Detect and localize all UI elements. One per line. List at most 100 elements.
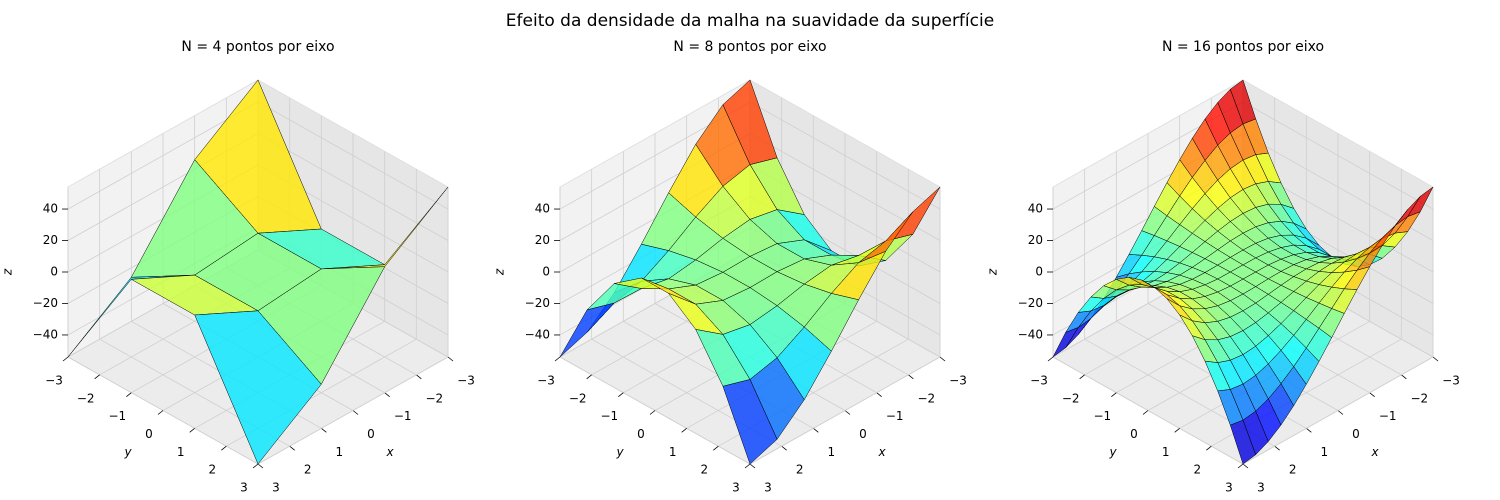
x-tick — [1401, 374, 1407, 380]
y-tick-label: 2 — [1194, 463, 1202, 477]
z-tick-label: −40 — [1018, 327, 1043, 341]
y-tick-label: −1 — [108, 409, 126, 423]
grid-line — [257, 101, 449, 210]
y-tick-label: −2 — [77, 391, 95, 405]
z-tick-label: 0 — [542, 265, 550, 279]
x-tick — [257, 463, 264, 469]
y-tick — [1047, 356, 1054, 362]
z-tick-label: −20 — [1018, 296, 1043, 310]
y-tick-label: 1 — [177, 445, 185, 459]
y-axis-label: y — [123, 445, 132, 459]
x-tick-label: 1 — [336, 445, 344, 459]
grid-line — [1242, 356, 1434, 465]
y-tick-label: 0 — [1130, 427, 1138, 441]
subplot-title: N = 8 pontos por eixo — [673, 39, 826, 55]
y-tick — [126, 392, 132, 397]
y-tick — [586, 374, 592, 380]
x-tick — [1274, 445, 1280, 451]
z-tick-label: 40 — [1028, 202, 1043, 216]
x-tick — [813, 428, 819, 433]
y-tick — [221, 445, 227, 451]
x-tick-label: 3 — [1257, 481, 1265, 495]
x-tick-label: 0 — [1352, 427, 1360, 441]
x-tick-label: −3 — [1442, 374, 1460, 388]
z-tick-label: 0 — [50, 265, 58, 279]
x-tick — [416, 374, 422, 380]
x-tick — [352, 410, 359, 415]
x-tick-label: −3 — [457, 374, 475, 388]
x-tick — [939, 356, 946, 362]
y-tick — [1174, 428, 1180, 433]
y-axis-label: y — [615, 445, 624, 459]
grid-line — [257, 133, 449, 241]
x-tick-label: −3 — [949, 374, 967, 388]
figure-title: Efeito da densidade da malha na suavidad… — [506, 11, 994, 31]
y-tick-label: 2 — [209, 463, 217, 477]
x-tick-label: −1 — [886, 409, 904, 423]
y-tick — [1206, 445, 1212, 451]
x-tick — [447, 356, 454, 362]
x-tick — [908, 374, 914, 380]
z-tick-label: −20 — [33, 296, 58, 310]
y-tick-label: −3 — [1030, 374, 1048, 388]
x-tick — [844, 410, 851, 415]
subplot-title: N = 16 pontos por eixo — [1162, 39, 1324, 55]
y-tick — [94, 374, 100, 380]
x-tick — [384, 392, 390, 397]
x-tick — [1369, 392, 1375, 397]
x-tick-label: 3 — [272, 481, 280, 495]
x-axis-label: x — [1370, 445, 1379, 459]
x-tick-label: −2 — [425, 391, 443, 405]
y-tick-label: −3 — [45, 374, 63, 388]
y-tick — [62, 356, 69, 362]
y-tick-label: 3 — [240, 481, 248, 495]
y-tick — [1079, 374, 1085, 380]
x-tick — [781, 445, 787, 451]
y-tick-label: 2 — [701, 463, 709, 477]
x-tick-label: 0 — [367, 427, 375, 441]
x-tick-label: 3 — [764, 481, 772, 495]
z-tick-label: −40 — [33, 327, 58, 341]
y-axis-label: y — [1108, 445, 1117, 459]
x-tick — [1306, 428, 1312, 433]
surface-face — [1179, 314, 1206, 340]
x-tick-label: −1 — [1379, 409, 1397, 423]
x-tick-label: 1 — [828, 445, 836, 459]
surface-face — [194, 310, 322, 465]
x-tick-label: 0 — [859, 427, 867, 441]
y-tick — [189, 428, 195, 433]
x-tick-label: −1 — [394, 409, 412, 423]
y-tick — [649, 410, 656, 415]
y-tick — [618, 392, 624, 397]
y-tick-label: 1 — [669, 445, 677, 459]
x-tick — [321, 428, 327, 433]
surface-face — [695, 329, 751, 387]
subplot-title: N = 4 pontos por eixo — [181, 39, 334, 55]
z-tick-label: −40 — [525, 327, 550, 341]
y-tick-label: −1 — [1093, 409, 1111, 423]
x-tick — [1242, 463, 1249, 469]
y-tick — [554, 356, 561, 362]
x-tick — [876, 392, 882, 397]
x-axis-label: x — [385, 445, 394, 459]
z-tick-label: 40 — [43, 202, 58, 216]
y-tick — [252, 463, 259, 469]
z-tick-label: −20 — [525, 296, 550, 310]
surface-face — [1344, 266, 1370, 290]
x-tick-label: −2 — [1410, 391, 1428, 405]
y-tick-label: 1 — [1162, 445, 1170, 459]
x-tick-label: 2 — [1289, 463, 1297, 477]
x-tick-label: 2 — [304, 463, 312, 477]
y-tick — [1142, 410, 1149, 415]
y-tick — [713, 445, 719, 451]
z-axis-label: z — [1, 268, 15, 276]
z-tick-label: 0 — [1035, 265, 1043, 279]
y-tick-label: 0 — [637, 427, 645, 441]
x-tick — [749, 463, 756, 469]
z-axis-label: z — [493, 268, 507, 276]
y-tick — [1237, 463, 1244, 469]
y-tick — [157, 410, 164, 415]
z-tick-label: 20 — [43, 233, 58, 247]
y-tick-label: 0 — [145, 427, 153, 441]
grid-line — [1242, 101, 1434, 210]
